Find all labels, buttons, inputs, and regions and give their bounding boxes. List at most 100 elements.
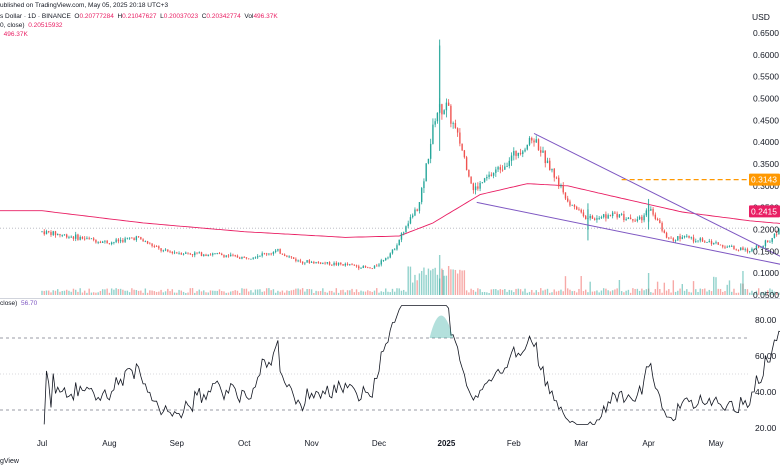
trendline[interactable]	[533, 132, 780, 269]
volume-bar	[740, 283, 742, 295]
candle-body	[731, 245, 733, 247]
ohlc-legend[interactable]: s Dollar · 1D · BINANCE O0.20777284 H0.2…	[0, 13, 278, 20]
volume-label: Vol	[244, 13, 254, 20]
volume-bar	[769, 288, 771, 295]
candle-body	[288, 256, 290, 258]
candle-body	[59, 234, 61, 236]
time-axis[interactable]: Jul Aug Sep Oct Nov Dec 2025 Feb Mar Apr May	[37, 439, 724, 448]
rsi-axis[interactable]: 80.00 60.00 40.00 20.00	[755, 315, 777, 433]
candle-body	[380, 260, 382, 265]
volume-bar	[609, 291, 612, 295]
time-tick-label: 2025	[438, 439, 456, 448]
candle-body	[90, 238, 93, 240]
volume-bar	[627, 289, 630, 295]
ma-legend[interactable]: 0, close) 0.20515932	[0, 22, 63, 29]
volume-bar	[86, 292, 88, 295]
volume-ma-legend[interactable]: 496.37K	[0, 31, 28, 38]
volume-bar	[524, 288, 526, 295]
time-tick-label: Aug	[102, 439, 116, 448]
published-text: ublished on TradingView.com, May 05, 202…	[0, 2, 169, 9]
volume-bar	[778, 292, 780, 295]
candle-body	[571, 204, 573, 206]
volume-bars	[41, 255, 780, 295]
trendline[interactable]	[476, 201, 780, 269]
candle-body	[618, 214, 621, 218]
volume-bar	[567, 288, 569, 295]
volume-bar	[681, 284, 683, 295]
candle-body	[241, 257, 243, 259]
candle-body	[578, 209, 580, 211]
volume-bar	[378, 292, 380, 295]
candle-body	[650, 209, 652, 211]
candle-body	[641, 216, 643, 221]
candle-body	[695, 241, 697, 242]
price-axis[interactable]: USD 0.6500 0.6000 0.5500 0.5000 0.4500 0.4000…	[749, 12, 780, 300]
candle-body	[376, 265, 378, 267]
candle-body	[70, 236, 72, 238]
volume-bar	[614, 289, 616, 295]
volume-bar	[155, 291, 158, 295]
volume-bar	[755, 290, 758, 295]
candlestick-series[interactable]	[41, 39, 780, 271]
candle-body	[762, 245, 764, 248]
price-tick-label: 0.4500	[753, 115, 779, 125]
volume-bar	[394, 291, 396, 295]
candle-body	[133, 238, 135, 241]
volume-bar	[661, 292, 663, 295]
candle-body	[230, 254, 232, 257]
candle-body	[398, 239, 400, 246]
volume-bar-spike	[647, 273, 650, 295]
volume-bar	[560, 289, 562, 295]
volume-bar	[407, 266, 409, 295]
volume-bar	[405, 291, 407, 295]
volume-bar	[214, 290, 216, 295]
candle-body	[243, 257, 245, 258]
candle-body	[589, 215, 591, 219]
tradingview-logo[interactable]: gView	[0, 458, 19, 465]
candle-body	[101, 241, 104, 243]
candle-body	[569, 201, 571, 206]
volume-bar	[668, 289, 670, 295]
volume-bar	[239, 292, 241, 295]
volume-bar	[259, 289, 261, 295]
candle-body	[504, 166, 506, 170]
open-label: O	[74, 13, 80, 20]
volume-bar	[724, 291, 726, 295]
candle-body	[310, 261, 313, 263]
trendlines[interactable]	[476, 132, 780, 269]
ma-value: 0.20515932	[28, 22, 63, 29]
volume-bar	[250, 290, 252, 295]
volume-bar	[555, 291, 558, 295]
volume-bar	[775, 292, 778, 295]
volume-bar	[398, 288, 400, 295]
candle-body-spike	[647, 204, 650, 222]
candle-body	[272, 251, 275, 254]
candle-body	[632, 219, 634, 221]
candle-body	[409, 217, 412, 224]
volume-bar	[319, 291, 322, 295]
candle-body	[173, 252, 176, 254]
volume-bar	[468, 292, 470, 295]
time-tick-label: Oct	[238, 439, 251, 448]
volume-bar	[376, 288, 378, 295]
volume-bar	[292, 289, 295, 295]
candle-body	[43, 231, 45, 235]
candle-body	[342, 264, 344, 266]
candle-body	[140, 237, 142, 240]
candle-body	[582, 212, 585, 217]
ma-path	[0, 183, 780, 238]
volume-bar	[353, 292, 355, 295]
candle-body	[591, 215, 594, 219]
price-tag[interactable]	[749, 173, 780, 186]
candle-body	[387, 257, 389, 259]
candle-body	[407, 223, 409, 227]
volume-bar	[596, 290, 598, 295]
candle-body	[340, 262, 342, 265]
price-tag[interactable]	[749, 205, 780, 218]
volume-bar	[110, 288, 113, 295]
candle-body	[290, 256, 293, 258]
volume-bar	[373, 290, 376, 295]
rsi-legend[interactable]: close) 56.70	[0, 300, 37, 307]
candle-body	[528, 138, 531, 145]
